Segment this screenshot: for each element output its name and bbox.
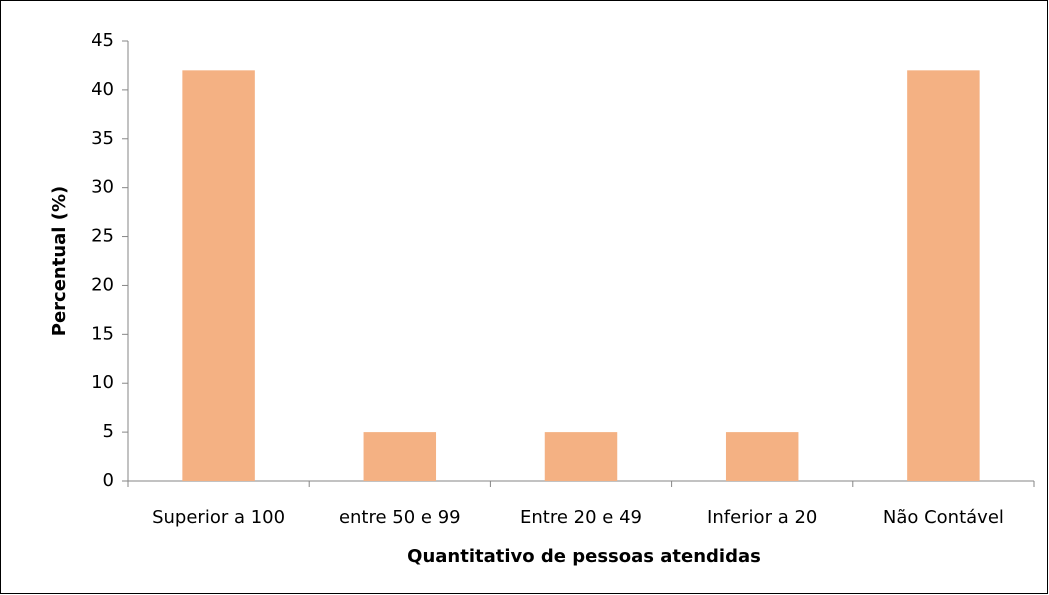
bar <box>907 70 980 481</box>
y-tick-label: 20 <box>91 274 114 295</box>
bar <box>363 432 437 481</box>
y-tick-label: 45 <box>91 30 114 51</box>
x-axis-title: Quantitativo de pessoas atendidas <box>407 546 761 567</box>
x-tick-label: Inferior a 20 <box>707 507 817 528</box>
bar <box>544 432 618 481</box>
y-tick-label: 30 <box>91 177 114 198</box>
x-tick-label: entre 50 e 99 <box>339 507 461 528</box>
x-tick-label: Superior a 100 <box>152 507 285 528</box>
y-tick-label: 40 <box>91 79 114 100</box>
y-tick-label: 25 <box>91 226 114 247</box>
y-tick-label: 35 <box>91 128 114 149</box>
y-tick-label: 0 <box>103 470 114 491</box>
x-tick-label: Não Contável <box>883 507 1004 528</box>
x-tick-label: Entre 20 e 49 <box>520 507 642 528</box>
y-tick-label: 10 <box>91 372 114 393</box>
y-tick-label: 15 <box>91 323 114 344</box>
y-tick-label: 5 <box>103 421 114 442</box>
bar <box>182 70 255 481</box>
y-axis-title: Percentual (%) <box>49 186 70 336</box>
bar <box>725 432 799 481</box>
